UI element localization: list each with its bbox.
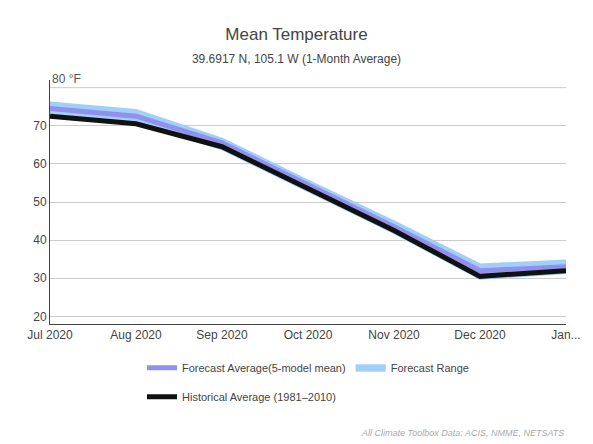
svg-text:Forecast Average(5-model mean): Forecast Average(5-model mean) — [182, 362, 346, 374]
svg-text:60: 60 — [33, 157, 47, 171]
svg-text:Nov 2020: Nov 2020 — [368, 328, 420, 342]
svg-text:Jul 2020: Jul 2020 — [27, 328, 73, 342]
svg-text:39.6917 N, 105.1 W (1-Month Av: 39.6917 N, 105.1 W (1-Month Average) — [192, 52, 401, 66]
svg-text:All Climate Toolbox Data: ACIS: All Climate Toolbox Data: ACIS, NMME, NE… — [361, 428, 564, 438]
svg-text:Dec 2020: Dec 2020 — [454, 328, 506, 342]
svg-text:70: 70 — [33, 119, 47, 133]
svg-text:80 °F: 80 °F — [52, 72, 81, 86]
svg-text:Jan...: Jan... — [551, 328, 580, 342]
svg-text:Sep 2020: Sep 2020 — [196, 328, 248, 342]
svg-text:20: 20 — [33, 310, 47, 324]
svg-text:50: 50 — [33, 195, 47, 209]
svg-text:40: 40 — [33, 233, 47, 247]
svg-text:Historical Average (1981–2010): Historical Average (1981–2010) — [182, 391, 336, 403]
svg-text:Aug 2020: Aug 2020 — [110, 328, 162, 342]
svg-text:30: 30 — [33, 271, 47, 285]
svg-text:Mean Temperature: Mean Temperature — [225, 25, 367, 44]
svg-text:Forecast Range: Forecast Range — [391, 362, 469, 374]
svg-text:Oct 2020: Oct 2020 — [284, 328, 333, 342]
